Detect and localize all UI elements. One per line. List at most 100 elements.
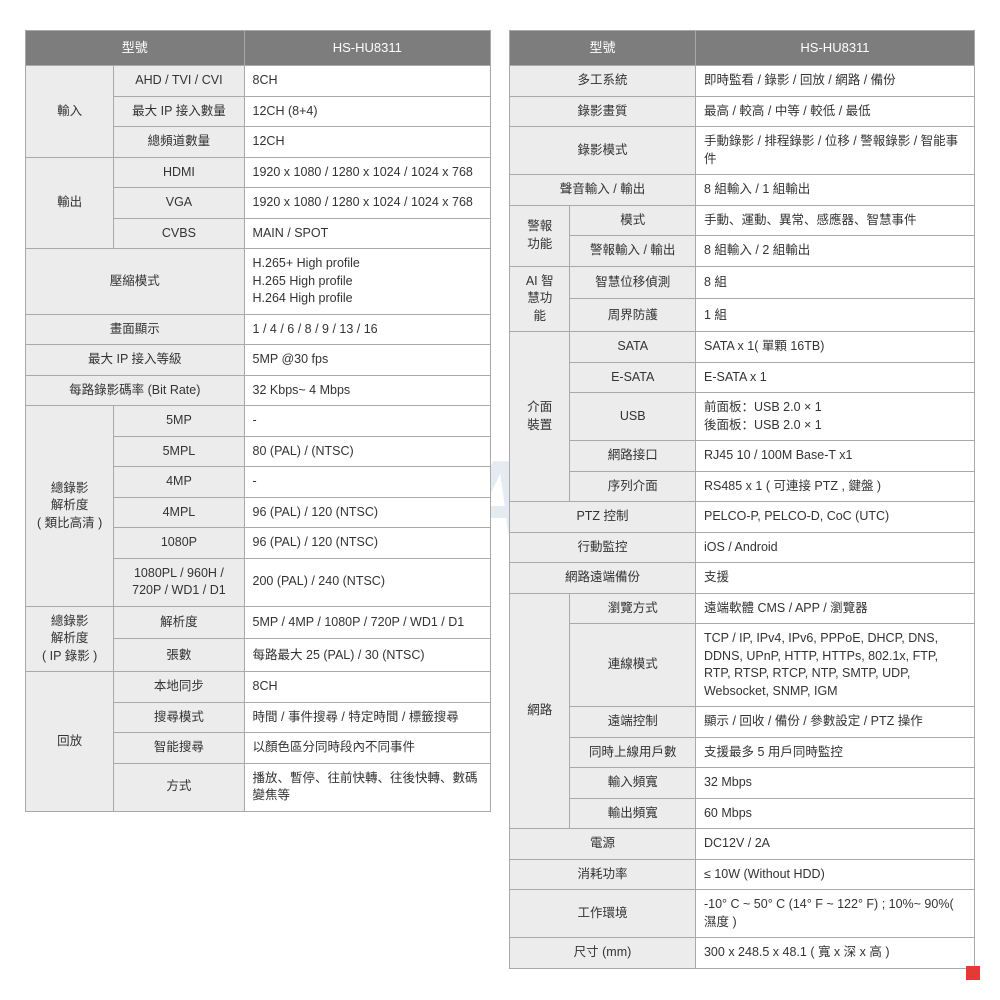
accent-dot xyxy=(966,966,980,980)
spec-label: 搜尋模式 xyxy=(114,702,244,733)
spec-label: PTZ 控制 xyxy=(510,502,696,533)
table-row: 工作環境-10° C ~ 50° C (14° F ~ 122° F) ; 10… xyxy=(510,890,975,938)
spec-value: -10° C ~ 50° C (14° F ~ 122° F) ; 10%~ 9… xyxy=(695,890,974,938)
spec-value: 支援最多 5 用戶同時監控 xyxy=(695,737,974,768)
table-row: 每路錄影碼率 (Bit Rate)32 Kbps~ 4 Mbps xyxy=(26,375,491,406)
spec-table-right: 型號 HS-HU8311 多工系統即時監看 / 錄影 / 回放 / 網路 / 備… xyxy=(509,30,975,969)
spec-label: 聲音輸入 / 輸出 xyxy=(510,175,696,206)
table-row: 畫面顯示1 / 4 / 6 / 8 / 9 / 13 / 16 xyxy=(26,314,491,345)
spec-label: E-SATA xyxy=(570,362,696,393)
spec-value: H.265+ High profile H.265 High profile H… xyxy=(244,249,490,315)
table-row: 網路瀏覽方式遠端軟體 CMS / APP / 瀏覽器 xyxy=(510,593,975,624)
table-row: 消耗功率≤ 10W (Without HDD) xyxy=(510,859,975,890)
table-row: 輸出頻寬60 Mbps xyxy=(510,798,975,829)
spec-label: 警報輸入 / 輸出 xyxy=(570,236,696,267)
spec-value: 最高 / 較高 / 中等 / 較低 / 最低 xyxy=(695,96,974,127)
table-row: 回放本地同步8CH xyxy=(26,672,491,703)
table-row: 最大 IP 接入等級5MP @30 fps xyxy=(26,345,491,376)
table-row: PTZ 控制PELCO-P, PELCO-D, CoC (UTC) xyxy=(510,502,975,533)
table-row: AI 智 慧功 能智慧位移偵測8 組 xyxy=(510,266,975,299)
spec-label: 5MP xyxy=(114,406,244,437)
right-column: 型號 HS-HU8311 多工系統即時監看 / 錄影 / 回放 / 網路 / 備… xyxy=(509,30,975,969)
spec-label: HDMI xyxy=(114,157,244,188)
spec-label: 錄影模式 xyxy=(510,127,696,175)
spec-label: 輸出頻寬 xyxy=(570,798,696,829)
spec-value: iOS / Android xyxy=(695,532,974,563)
spec-value: 12CH (8+4) xyxy=(244,96,490,127)
spec-label: 最大 IP 接入數量 xyxy=(114,96,244,127)
spec-value: RS485 x 1 ( 可連接 PTZ , 鍵盤 ) xyxy=(695,471,974,502)
header-model-value: HS-HU8311 xyxy=(695,31,974,66)
spec-value: 1920 x 1080 / 1280 x 1024 / 1024 x 768 xyxy=(244,157,490,188)
spec-group: 回放 xyxy=(26,672,114,812)
spec-group: 輸出 xyxy=(26,157,114,249)
spec-value: 播放、暫停、往前快轉、往後快轉、數碼變焦等 xyxy=(244,763,490,811)
spec-label: 同時上線用戶數 xyxy=(570,737,696,768)
spec-label: 1080P xyxy=(114,528,244,559)
spec-label: 輸入頻寬 xyxy=(570,768,696,799)
spec-value: 300 x 248.5 x 48.1 ( 寬 x 深 x 高 ) xyxy=(695,938,974,969)
spec-label: 本地同步 xyxy=(114,672,244,703)
spec-value: 8 組輸入 / 1 組輸出 xyxy=(695,175,974,206)
spec-value: 8 組輸入 / 2 組輸出 xyxy=(695,236,974,267)
spec-label: 4MPL xyxy=(114,497,244,528)
spec-label: 連線模式 xyxy=(570,624,696,707)
spec-label: 總頻道數量 xyxy=(114,127,244,158)
table-row: 行動監控iOS / Android xyxy=(510,532,975,563)
spec-value: 5MP / 4MP / 1080P / 720P / WD1 / D1 xyxy=(244,606,490,639)
spec-label: 瀏覽方式 xyxy=(570,593,696,624)
table-row: 多工系統即時監看 / 錄影 / 回放 / 網路 / 備份 xyxy=(510,66,975,97)
spec-label: USB xyxy=(570,393,696,441)
spec-label: 智慧位移偵測 xyxy=(570,266,696,299)
left-column: 型號 HS-HU8311 輸入AHD / TVI / CVI8CH最大 IP 接… xyxy=(25,30,491,969)
spec-value: 8CH xyxy=(244,66,490,97)
spec-label: 消耗功率 xyxy=(510,859,696,890)
table-row: 周界防護1 組 xyxy=(510,299,975,332)
table-row: 聲音輸入 / 輸出8 組輸入 / 1 組輸出 xyxy=(510,175,975,206)
spec-value: 前面板：USB 2.0 × 1 後面板：USB 2.0 × 1 xyxy=(695,393,974,441)
spec-value: 5MP @30 fps xyxy=(244,345,490,376)
spec-label: 張數 xyxy=(114,639,244,672)
table-row: 警報 功能模式手動、運動、異常、感應器、智慧事件 xyxy=(510,205,975,236)
spec-label: 模式 xyxy=(570,205,696,236)
spec-value: 1 / 4 / 6 / 8 / 9 / 13 / 16 xyxy=(244,314,490,345)
table-row: 輸入AHD / TVI / CVI8CH xyxy=(26,66,491,97)
spec-value: 80 (PAL) / (NTSC) xyxy=(244,436,490,467)
spec-value: DC12V / 2A xyxy=(695,829,974,860)
spec-value: - xyxy=(244,467,490,498)
spec-label: 行動監控 xyxy=(510,532,696,563)
spec-value: PELCO-P, PELCO-D, CoC (UTC) xyxy=(695,502,974,533)
table-row: 連線模式TCP / IP, IPv4, IPv6, PPPoE, DHCP, D… xyxy=(510,624,975,707)
spec-label: AHD / TVI / CVI xyxy=(114,66,244,97)
spec-group: 輸入 xyxy=(26,66,114,158)
spec-value: TCP / IP, IPv4, IPv6, PPPoE, DHCP, DNS, … xyxy=(695,624,974,707)
spec-label: 畫面顯示 xyxy=(26,314,245,345)
table-row: 錄影畫質最高 / 較高 / 中等 / 較低 / 最低 xyxy=(510,96,975,127)
spec-label: 4MP xyxy=(114,467,244,498)
spec-value: 96 (PAL) / 120 (NTSC) xyxy=(244,497,490,528)
table-row: 總錄影 解析度 ( 類比高清 )5MP- xyxy=(26,406,491,437)
spec-value: 手動錄影 / 排程錄影 / 位移 / 警報錄影 / 智能事件 xyxy=(695,127,974,175)
table-row: 警報輸入 / 輸出8 組輸入 / 2 組輸出 xyxy=(510,236,975,267)
spec-label: 電源 xyxy=(510,829,696,860)
spec-label: 序列介面 xyxy=(570,471,696,502)
spec-group: 介面 裝置 xyxy=(510,332,570,502)
spec-value: 以顏色區分同時段內不同事件 xyxy=(244,733,490,764)
spec-label: 多工系統 xyxy=(510,66,696,97)
spec-tables: 型號 HS-HU8311 輸入AHD / TVI / CVI8CH最大 IP 接… xyxy=(25,30,975,969)
table-row: 錄影模式手動錄影 / 排程錄影 / 位移 / 警報錄影 / 智能事件 xyxy=(510,127,975,175)
spec-value: 32 Kbps~ 4 Mbps xyxy=(244,375,490,406)
spec-value: SATA x 1( 單顆 16TB) xyxy=(695,332,974,363)
spec-label: 解析度 xyxy=(114,606,244,639)
header-model-label: 型號 xyxy=(26,31,245,66)
spec-value: 手動、運動、異常、感應器、智慧事件 xyxy=(695,205,974,236)
spec-label: CVBS xyxy=(114,218,244,249)
table-row: 介面 裝置SATASATA x 1( 單顆 16TB) xyxy=(510,332,975,363)
spec-group: 警報 功能 xyxy=(510,205,570,266)
spec-value: ≤ 10W (Without HDD) xyxy=(695,859,974,890)
table-row: 電源DC12V / 2A xyxy=(510,829,975,860)
spec-value: 32 Mbps xyxy=(695,768,974,799)
spec-label: 每路錄影碼率 (Bit Rate) xyxy=(26,375,245,406)
header-model-label: 型號 xyxy=(510,31,696,66)
spec-value: MAIN / SPOT xyxy=(244,218,490,249)
